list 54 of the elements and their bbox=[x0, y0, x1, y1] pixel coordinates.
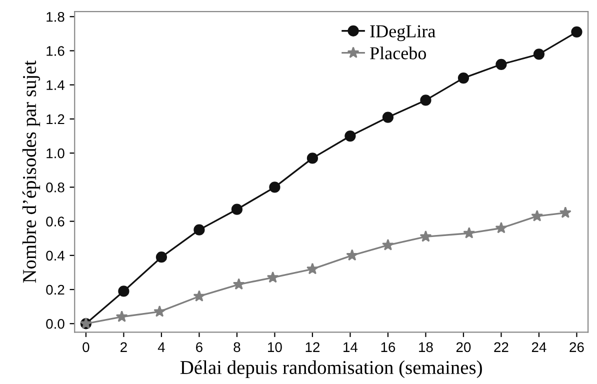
y-tick-label: 1.8 bbox=[46, 12, 64, 22]
legend-label: Placebo bbox=[370, 46, 426, 60]
x-axis-title: Délai depuis randomisation (semaines) bbox=[180, 360, 482, 378]
y-tick-label: 0.8 bbox=[46, 182, 64, 192]
x-tick-label: 22 bbox=[494, 342, 508, 352]
point bbox=[232, 278, 245, 290]
x-tick-label: 24 bbox=[532, 342, 546, 352]
x-tick-label: 2 bbox=[120, 342, 127, 352]
y-tick-label: 1.0 bbox=[46, 148, 64, 158]
x-tick-label: 6 bbox=[196, 342, 202, 352]
y-tick-label: 1.2 bbox=[46, 114, 64, 124]
point bbox=[420, 230, 432, 242]
point bbox=[116, 310, 128, 322]
point bbox=[382, 238, 394, 250]
point bbox=[154, 305, 166, 317]
point bbox=[559, 206, 572, 218]
x-tick-label: 0 bbox=[82, 342, 90, 352]
y-tick-label: 0.6 bbox=[46, 216, 64, 226]
x-tick-label: 18 bbox=[419, 342, 433, 352]
x-tick-label: 10 bbox=[268, 342, 282, 352]
point bbox=[533, 48, 545, 60]
point bbox=[531, 210, 544, 222]
point bbox=[463, 226, 476, 238]
point bbox=[571, 26, 582, 38]
legend-label: IDegLira bbox=[370, 25, 436, 42]
point bbox=[344, 130, 356, 142]
point bbox=[420, 94, 432, 106]
point bbox=[193, 290, 206, 302]
point bbox=[266, 271, 279, 283]
y-tick-label: 1.4 bbox=[46, 80, 64, 90]
point bbox=[458, 72, 470, 84]
y-tick-label: 0.2 bbox=[46, 284, 64, 295]
point bbox=[306, 152, 318, 164]
x-tick-label: 4 bbox=[158, 342, 165, 352]
point bbox=[306, 262, 318, 274]
y-tick-label: 0.0 bbox=[46, 318, 64, 329]
y-axis-title: Nombre d’épisodes par sujet bbox=[22, 60, 40, 283]
point bbox=[346, 249, 358, 261]
x-tick-label: 16 bbox=[381, 342, 396, 352]
x-tick-label: 8 bbox=[234, 342, 240, 352]
y-tick-label: 0.4 bbox=[46, 250, 64, 261]
x-tick-label: 26 bbox=[570, 342, 584, 352]
y-tick-label: 1.6 bbox=[46, 46, 64, 56]
point bbox=[495, 222, 508, 234]
point bbox=[382, 112, 394, 123]
point bbox=[156, 252, 168, 263]
x-tick-label: 20 bbox=[456, 342, 471, 352]
point bbox=[118, 286, 130, 297]
x-tick-label: 12 bbox=[306, 342, 320, 352]
point bbox=[231, 204, 243, 215]
x-tick-label: 14 bbox=[344, 342, 358, 352]
point bbox=[194, 224, 205, 236]
point bbox=[269, 182, 280, 193]
point bbox=[496, 58, 507, 70]
